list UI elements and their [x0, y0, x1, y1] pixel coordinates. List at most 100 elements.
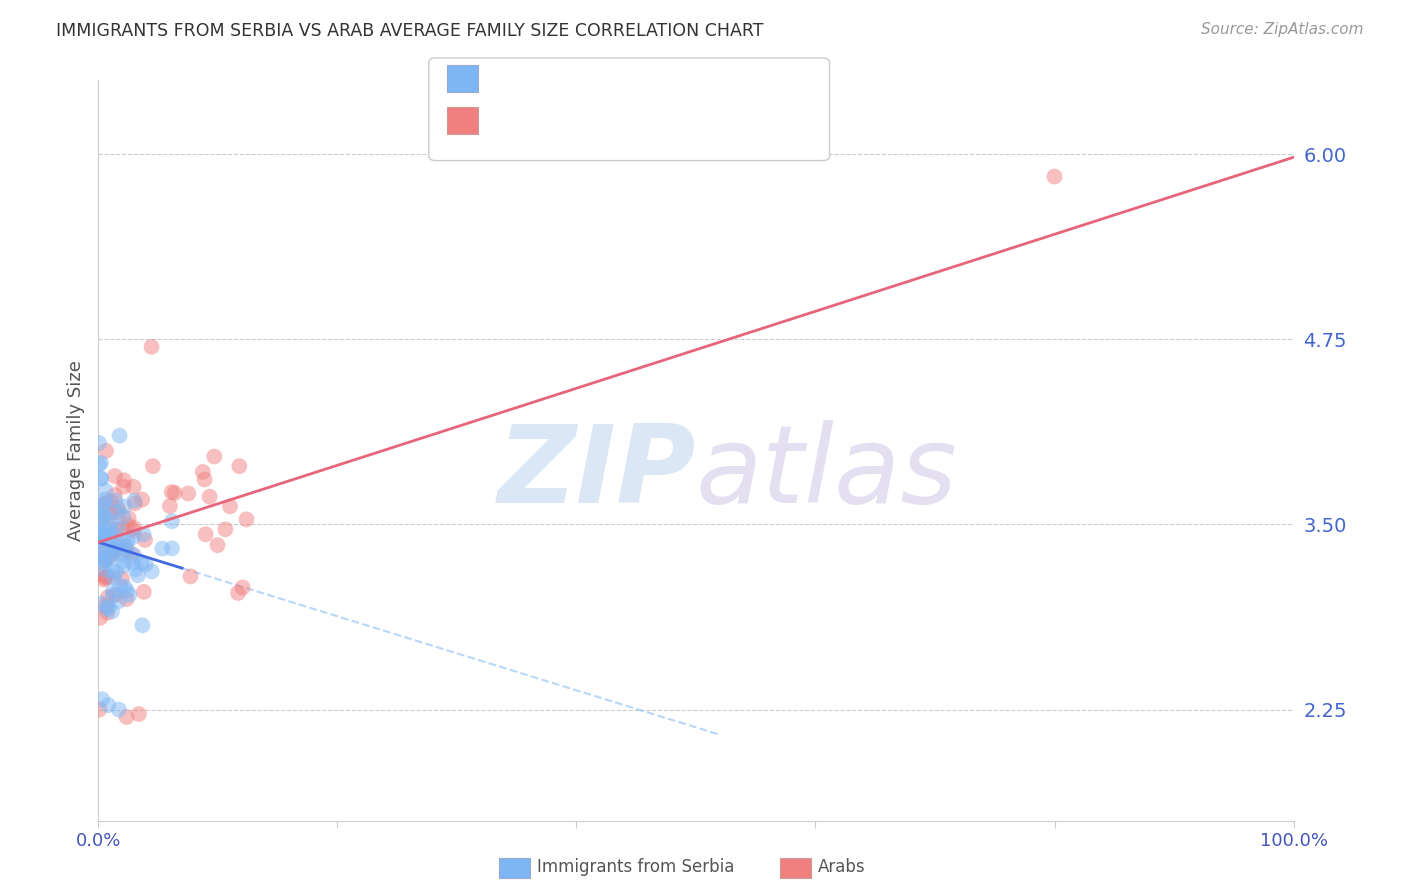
Point: [89, 541, 111, 556]
Point: [93, 573, 115, 587]
Point: [177, 486, 200, 500]
Point: [89, 471, 111, 485]
Point: [101, 535, 124, 549]
Point: [94, 496, 117, 510]
Point: [104, 469, 127, 483]
Text: IMMIGRANTS FROM SERBIA VS ARAB AVERAGE FAMILY SIZE CORRELATION CHART: IMMIGRANTS FROM SERBIA VS ARAB AVERAGE F…: [56, 22, 763, 40]
Point: [105, 566, 128, 580]
Point: [108, 537, 131, 551]
Text: -0.169: -0.169: [531, 70, 596, 87]
Point: [115, 539, 138, 553]
Point: [96, 511, 118, 525]
Point: [1043, 169, 1066, 184]
Point: [115, 543, 138, 558]
Text: N =: N =: [623, 70, 662, 87]
Point: [214, 522, 236, 536]
Point: [122, 530, 145, 544]
Point: [112, 509, 135, 524]
Text: 65: 65: [665, 112, 690, 129]
Point: [131, 556, 153, 570]
Point: [100, 529, 122, 543]
Point: [111, 571, 134, 585]
Point: [232, 581, 254, 595]
Point: [91, 511, 114, 525]
Point: [97, 590, 120, 604]
Point: [124, 496, 146, 510]
Point: [107, 521, 129, 535]
Point: [194, 473, 217, 487]
Point: [117, 517, 139, 532]
Point: [104, 588, 127, 602]
Point: [219, 500, 242, 514]
Point: [87, 457, 110, 471]
Point: [91, 692, 114, 706]
Point: [121, 547, 143, 561]
Point: [160, 541, 183, 556]
Point: [159, 499, 181, 513]
Point: [108, 428, 131, 442]
Point: [89, 513, 111, 527]
Point: [94, 570, 117, 584]
Point: [97, 600, 120, 615]
Point: [124, 562, 146, 576]
Point: [127, 568, 149, 582]
Point: [94, 571, 117, 585]
Point: [132, 585, 155, 599]
Point: [103, 537, 125, 551]
Point: [94, 492, 117, 507]
Text: R =: R =: [488, 70, 527, 87]
Point: [124, 493, 146, 508]
Point: [122, 549, 145, 563]
Point: [110, 579, 132, 593]
Point: [207, 538, 229, 552]
Point: [105, 505, 128, 519]
Point: [93, 556, 115, 570]
Point: [121, 556, 143, 570]
Point: [93, 529, 115, 543]
Point: [101, 589, 124, 603]
Point: [111, 547, 134, 561]
Point: [179, 569, 201, 583]
Point: [90, 506, 112, 520]
Point: [131, 618, 153, 632]
Point: [118, 511, 141, 525]
Point: [94, 483, 117, 498]
Point: [122, 521, 145, 535]
Point: [100, 524, 122, 538]
Point: [150, 541, 173, 556]
Text: ZIP: ZIP: [498, 419, 696, 525]
Point: [112, 558, 135, 573]
Point: [94, 553, 117, 567]
Point: [202, 450, 225, 464]
Text: Source: ZipAtlas.com: Source: ZipAtlas.com: [1201, 22, 1364, 37]
Point: [90, 550, 112, 565]
Point: [93, 497, 115, 511]
Point: [100, 494, 122, 508]
Point: [141, 340, 163, 354]
Point: [141, 565, 163, 579]
Point: [112, 480, 135, 494]
Point: [235, 512, 257, 526]
Point: [90, 567, 112, 582]
Text: Arabs: Arabs: [818, 858, 866, 876]
Point: [90, 524, 112, 538]
Point: [108, 703, 131, 717]
Point: [117, 533, 139, 548]
Point: [142, 459, 165, 474]
Point: [98, 508, 121, 523]
Point: [90, 456, 112, 470]
Point: [112, 500, 135, 514]
Point: [103, 570, 125, 584]
Point: [115, 584, 138, 599]
Point: [98, 516, 121, 530]
Point: [89, 611, 111, 625]
Point: [134, 533, 156, 547]
Point: [96, 606, 118, 620]
Point: [101, 584, 124, 599]
Point: [122, 524, 145, 538]
Point: [90, 472, 112, 486]
Point: [90, 531, 112, 545]
Point: [135, 558, 157, 572]
Point: [128, 706, 150, 721]
Point: [104, 488, 127, 502]
